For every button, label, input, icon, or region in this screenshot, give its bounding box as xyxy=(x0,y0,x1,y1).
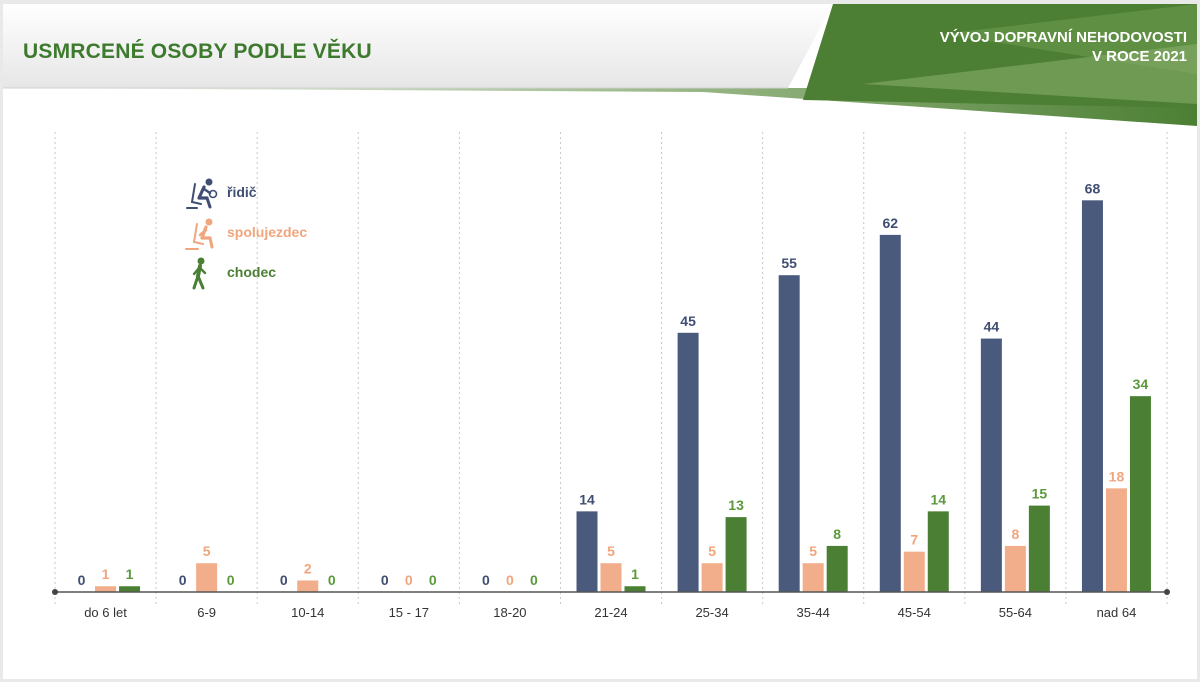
axis-end-dot xyxy=(52,589,58,595)
data-label-spolujezdec: 5 xyxy=(809,543,817,559)
category-label: 15 - 17 xyxy=(389,605,429,620)
category-label: nad 64 xyxy=(1097,605,1137,620)
data-label-chodec: 0 xyxy=(530,572,538,588)
bar-spolujezdec xyxy=(701,563,723,592)
data-label-chodec: 15 xyxy=(1032,486,1048,502)
bar-spolujezdec xyxy=(297,580,319,592)
data-label-chodec: 13 xyxy=(728,497,744,513)
legend-item-spolujezdec: spolujezdec xyxy=(183,216,383,252)
legend-label-spolujezdec: spolujezdec xyxy=(227,224,308,240)
bar-spolujezdec xyxy=(903,551,925,592)
header-banner xyxy=(3,4,1197,126)
data-label-chodec: 14 xyxy=(930,491,946,507)
data-label-spolujezdec: 2 xyxy=(304,560,312,576)
bar-ridic xyxy=(879,234,901,592)
data-label-ridic: 0 xyxy=(280,572,288,588)
bar-ridic xyxy=(980,338,1002,592)
bar-ridic xyxy=(778,275,800,592)
data-label-ridic: 45 xyxy=(680,313,696,329)
data-label-ridic: 55 xyxy=(781,255,797,271)
data-label-spolujezdec: 18 xyxy=(1109,468,1125,484)
data-label-ridic: 14 xyxy=(579,491,595,507)
data-label-spolujezdec: 5 xyxy=(203,543,211,559)
bar-spolujezdec xyxy=(196,563,218,592)
data-label-ridic: 0 xyxy=(179,572,187,588)
bar-chodec xyxy=(725,517,747,592)
data-label-spolujezdec: 8 xyxy=(1011,526,1019,542)
data-label-spolujezdec: 0 xyxy=(506,572,514,588)
bar-ridic xyxy=(677,332,699,592)
data-label-chodec: 1 xyxy=(126,566,134,582)
slide: USMRCENÉ OSOBY PODLE VĚKU VÝVOJ DOPRAVNÍ… xyxy=(3,4,1197,679)
category-label: 18-20 xyxy=(493,605,526,620)
legend-label-chodec: chodec xyxy=(227,264,277,280)
legend-label-ridic: řidič xyxy=(227,184,257,200)
bar-chodec xyxy=(1129,396,1151,592)
category-label: 35-44 xyxy=(797,605,830,620)
bar-spolujezdec xyxy=(95,586,117,592)
bar-spolujezdec xyxy=(1004,545,1026,592)
bar-spolujezdec xyxy=(1105,488,1127,592)
bar-chodec xyxy=(624,586,646,592)
category-label: 45-54 xyxy=(898,605,931,620)
bar-ridic xyxy=(1081,200,1103,592)
data-label-spolujezdec: 0 xyxy=(405,572,413,588)
category-label: 10-14 xyxy=(291,605,324,620)
category-label: 6-9 xyxy=(197,605,216,620)
category-label: 25-34 xyxy=(695,605,728,620)
data-label-ridic: 0 xyxy=(381,572,389,588)
pedestrian-icon xyxy=(192,257,207,290)
page-title: USMRCENÉ OSOBY PODLE VĚKU xyxy=(23,40,372,63)
data-label-spolujezdec: 7 xyxy=(910,532,918,548)
data-label-chodec: 34 xyxy=(1133,376,1149,392)
data-label-ridic: 62 xyxy=(882,215,898,231)
bar-chodec xyxy=(927,511,949,592)
header-subtitle-line1: VÝVOJ DOPRAVNÍ NEHODOVOSTI xyxy=(939,29,1187,46)
legend-item-chodec: chodec xyxy=(183,256,383,292)
bar-chodec xyxy=(1028,505,1050,592)
bar-ridic xyxy=(576,511,598,592)
legend-item-ridic: řidič xyxy=(183,176,383,212)
data-label-ridic: 0 xyxy=(78,572,86,588)
passenger-icon xyxy=(185,218,214,250)
header-subtitle: VÝVOJ DOPRAVNÍ NEHODOVOSTI V ROCE 2021 xyxy=(940,28,1187,66)
data-label-spolujezdec: 5 xyxy=(708,543,716,559)
header-subtitle-line2: V ROCE 2021 xyxy=(1091,48,1187,65)
data-label-chodec: 1 xyxy=(631,566,639,582)
category-label: do 6 let xyxy=(84,605,127,620)
axis-end-dot xyxy=(1164,589,1170,595)
bar-chodec xyxy=(119,586,141,592)
data-label-ridic: 44 xyxy=(984,319,1000,335)
data-label-ridic: 0 xyxy=(482,572,490,588)
data-label-chodec: 8 xyxy=(833,526,841,542)
bar-chodec xyxy=(826,545,848,592)
category-label: 55-64 xyxy=(999,605,1032,620)
driver-icon xyxy=(186,178,218,209)
data-label-chodec: 0 xyxy=(429,572,437,588)
data-label-spolujezdec: 5 xyxy=(607,543,615,559)
data-label-chodec: 0 xyxy=(328,572,336,588)
data-label-ridic: 68 xyxy=(1085,180,1101,196)
data-label-chodec: 0 xyxy=(227,572,235,588)
category-label: 21-24 xyxy=(594,605,627,620)
data-label-spolujezdec: 1 xyxy=(102,566,110,582)
bar-spolujezdec xyxy=(600,563,622,592)
bar-spolujezdec xyxy=(802,563,824,592)
